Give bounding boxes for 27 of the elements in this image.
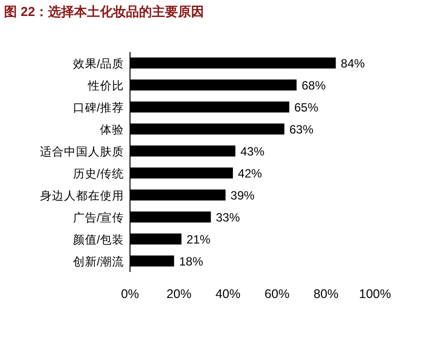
data-label: 21% — [186, 232, 211, 246]
y-tick-label: 颜值/包装 — [72, 232, 124, 246]
y-tick-label: 体验 — [100, 124, 124, 136]
x-tick-label: 20% — [166, 287, 192, 301]
data-label: 42% — [238, 166, 262, 180]
x-tick-label: 100% — [359, 287, 391, 301]
chart-title: 图 22：选择本土化妆品的主要原因 — [4, 4, 204, 19]
data-label: 65% — [294, 100, 319, 114]
data-label: 68% — [302, 78, 326, 92]
data-label: 39% — [230, 188, 255, 202]
data-label: 18% — [179, 254, 204, 268]
y-tick-label: 身边人都在使用 — [40, 190, 124, 202]
x-tick-label: 80% — [313, 287, 339, 301]
data-label: 63% — [289, 122, 314, 136]
x-tick-label: 60% — [264, 287, 290, 301]
x-tick-label: 0% — [120, 287, 140, 301]
y-tick-label: 历史/传统 — [72, 166, 124, 180]
y-tick-label: 效果/品质 — [72, 58, 124, 70]
x-tick-label: 40% — [215, 287, 241, 301]
y-tick-label: 性价比 — [87, 80, 124, 92]
y-tick-label: 适合中国人肤质 — [40, 146, 124, 158]
data-label: 84% — [340, 56, 366, 70]
y-tick-label: 创新/潮流 — [72, 254, 124, 268]
y-tick-label: 口碑/推荐 — [72, 102, 124, 114]
data-label: 33% — [216, 210, 240, 224]
y-tick-label: 广告/宣传 — [72, 210, 124, 224]
data-label: 43% — [240, 144, 265, 158]
